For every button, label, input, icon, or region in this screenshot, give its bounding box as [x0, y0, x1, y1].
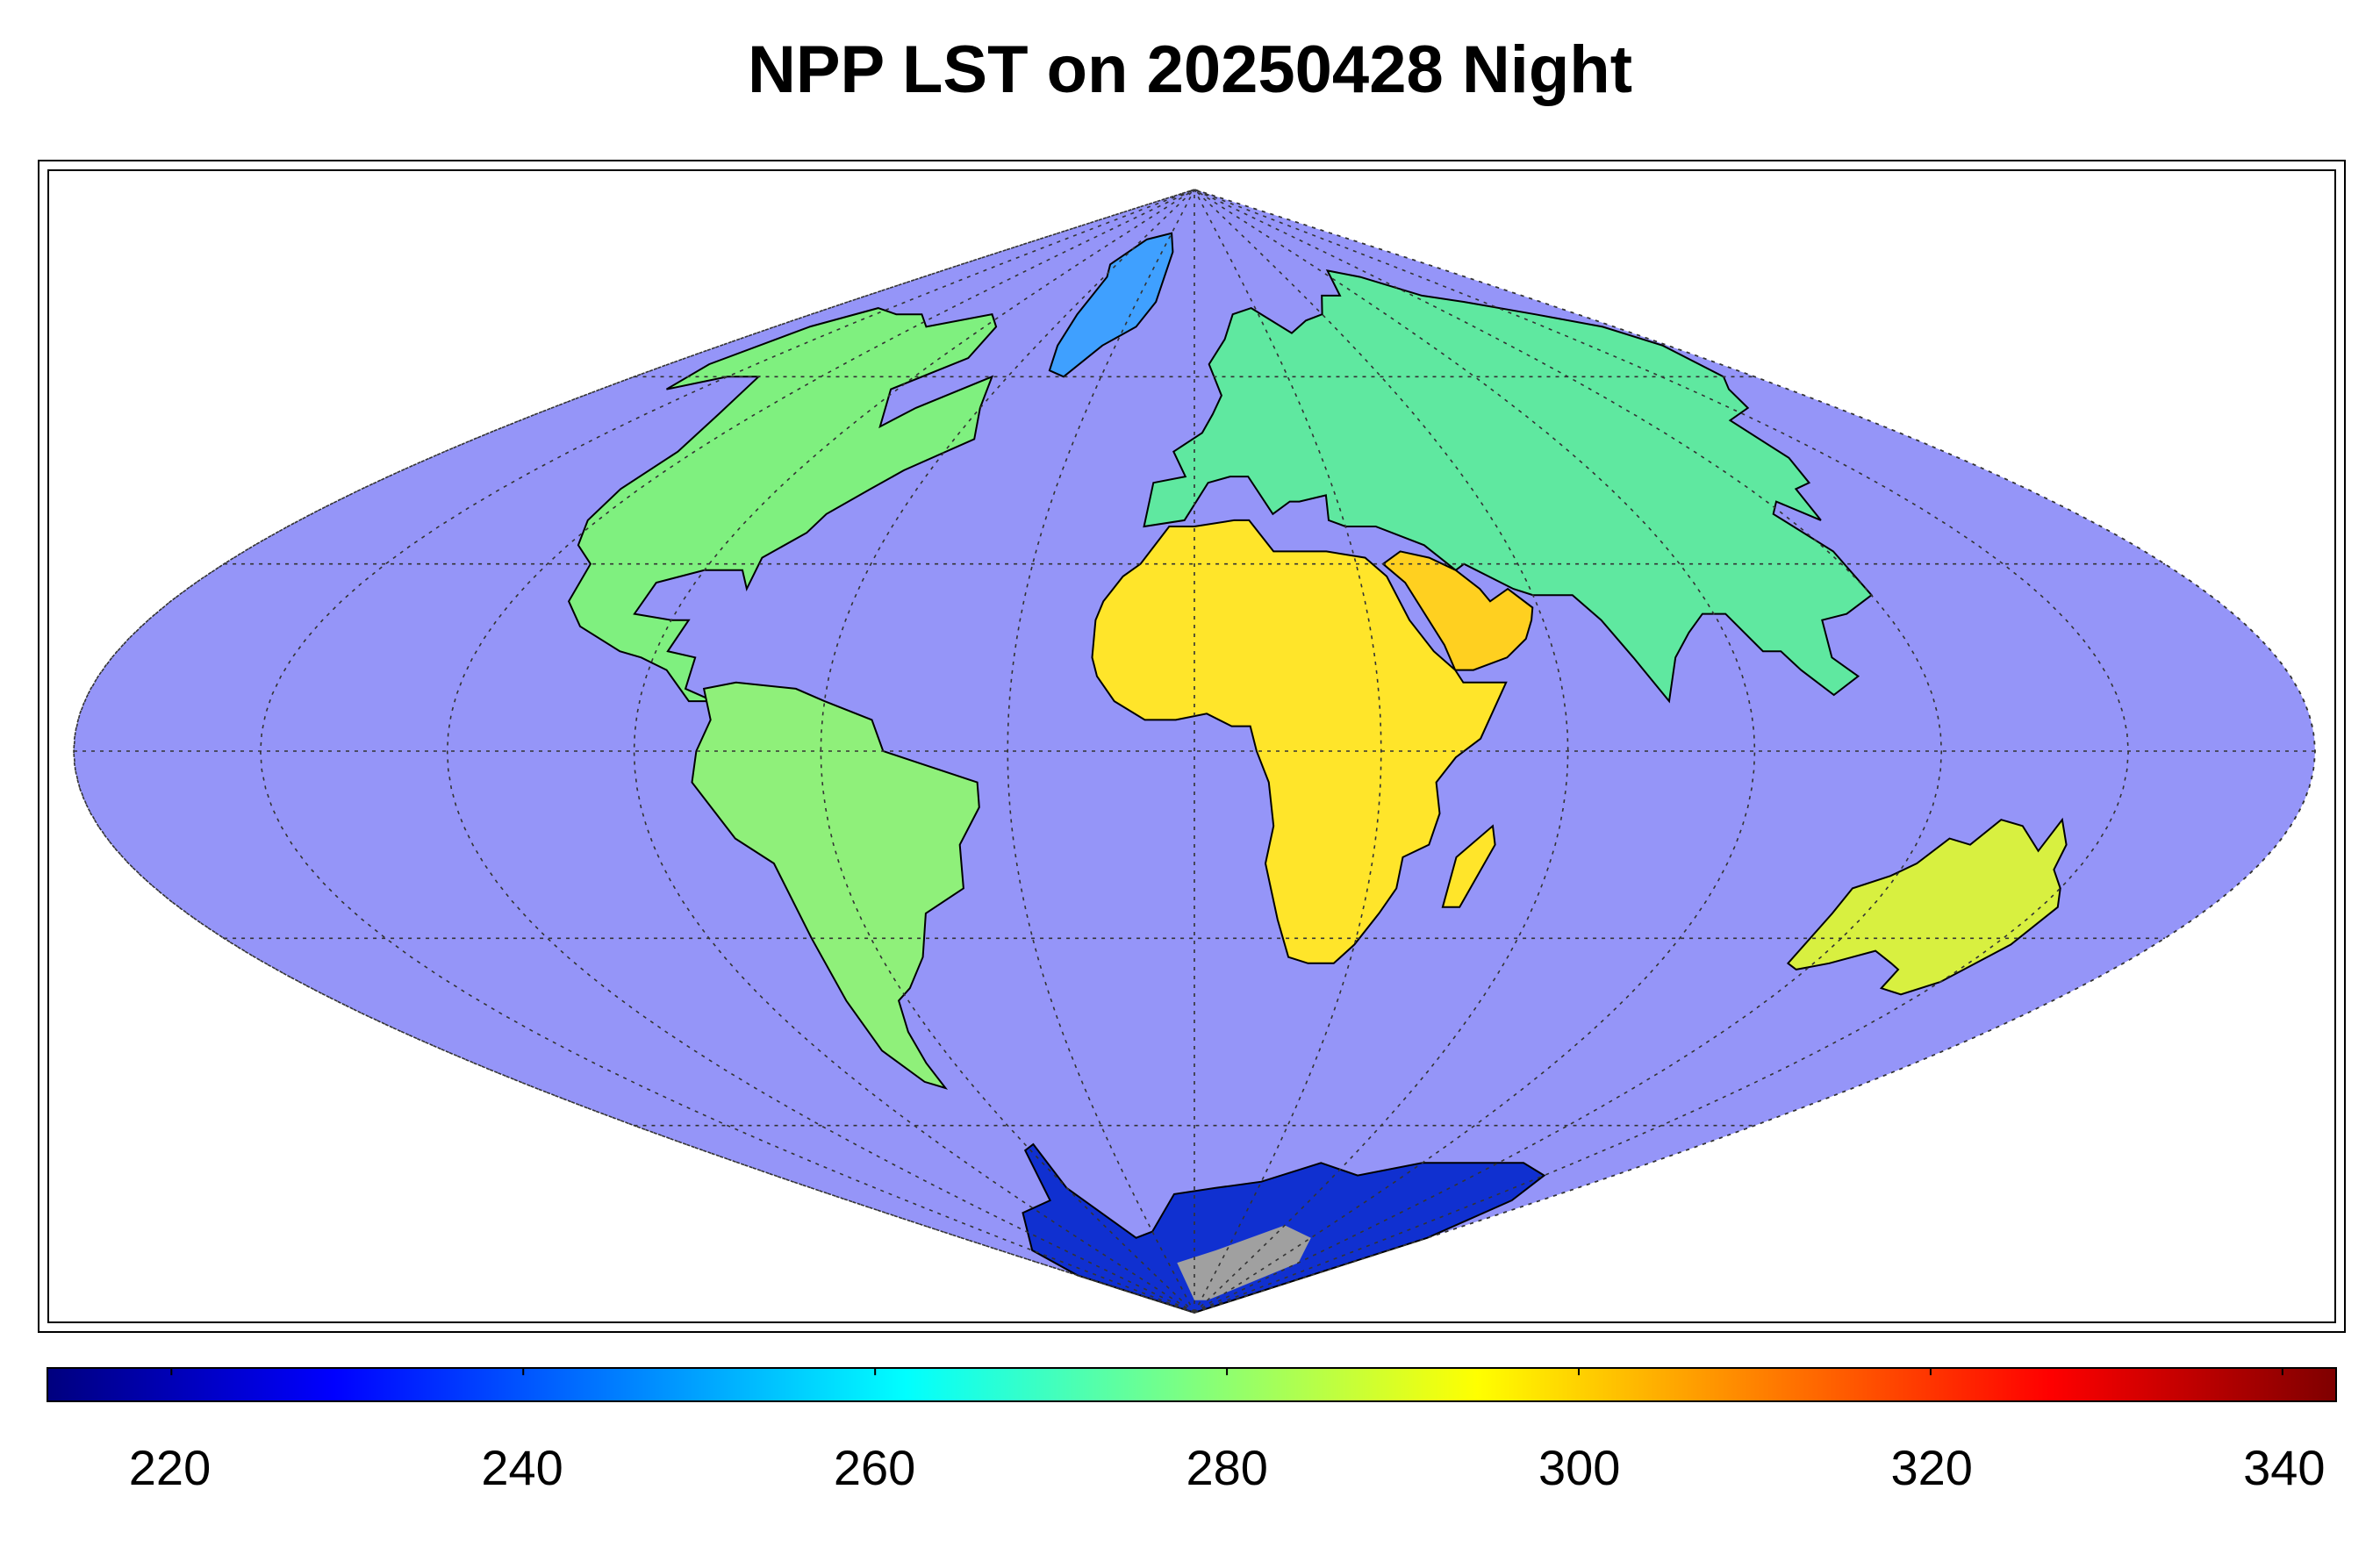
map-inner-frame — [47, 169, 2336, 1323]
land-north-america — [567, 307, 998, 703]
land-madagascar — [1441, 824, 1496, 908]
colorbar-tick-label: 320 — [1890, 1440, 1973, 1495]
land-africa — [1091, 519, 1508, 964]
colorbar-gradient — [47, 1367, 2337, 1402]
projection-boundary — [73, 189, 2316, 1314]
land-greenland — [1048, 232, 1174, 378]
colorbar-tick-label: 280 — [1186, 1440, 1268, 1495]
colorbar-fill — [48, 1369, 2335, 1400]
colorbar — [47, 1367, 2337, 1402]
land-arabia-india — [1381, 550, 1534, 671]
land-europe-asia — [1143, 269, 1874, 704]
graticule — [73, 189, 2316, 1314]
colorbar-tick-label: 300 — [1538, 1440, 1621, 1495]
map-frame — [38, 160, 2346, 1333]
colorbar-tick-label: 340 — [2243, 1440, 2326, 1495]
colorbar-tick-label: 240 — [481, 1440, 563, 1495]
chart-title: NPP LST on 20250428 Night — [747, 32, 1633, 107]
colorbar-tick-label: 260 — [833, 1440, 916, 1495]
land-australia — [1786, 817, 2068, 996]
world-map — [73, 189, 2316, 1314]
colorbar-tick-label: 220 — [128, 1440, 211, 1495]
